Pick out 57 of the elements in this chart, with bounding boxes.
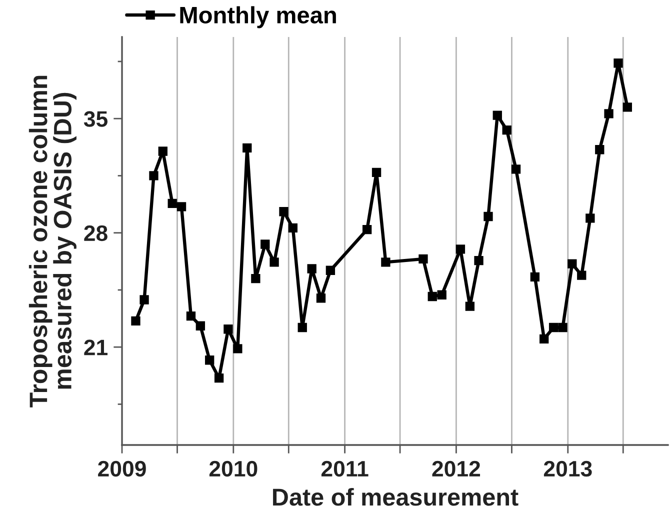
point — [502, 125, 512, 135]
x-tick-label: 2009 — [98, 460, 146, 477]
point — [168, 198, 177, 208]
point — [614, 58, 623, 68]
point — [418, 254, 428, 264]
point — [492, 110, 502, 120]
point — [196, 321, 206, 330]
point — [316, 294, 326, 303]
point — [233, 344, 242, 354]
point — [484, 212, 493, 222]
point — [577, 270, 586, 280]
point — [428, 292, 437, 302]
point — [298, 322, 307, 332]
y-axis-title: Tropospheric ozone column measured by OASIS (DU) — [28, 76, 76, 408]
x-tick-label: 2011 — [321, 460, 368, 477]
point — [326, 266, 336, 275]
point — [205, 356, 214, 365]
point — [307, 264, 316, 274]
legend-label: Monthly mean — [180, 6, 336, 28]
point — [558, 322, 568, 332]
point — [140, 295, 149, 304]
point — [465, 302, 475, 311]
point — [372, 168, 382, 178]
point — [548, 322, 558, 332]
point — [362, 224, 372, 234]
point — [214, 374, 224, 383]
point — [530, 272, 540, 282]
x-axis-title: Date of measurement — [273, 488, 518, 506]
point — [456, 244, 466, 254]
point — [176, 202, 186, 212]
point — [568, 259, 577, 268]
point — [270, 258, 279, 267]
point — [224, 324, 233, 334]
point — [474, 256, 484, 266]
point — [540, 334, 549, 344]
point — [437, 290, 446, 300]
point — [381, 258, 390, 267]
x-tick-label: 2013 — [544, 460, 592, 477]
x-tick-label: 2012 — [432, 460, 480, 477]
point — [511, 164, 521, 174]
point — [279, 207, 288, 216]
point — [251, 274, 260, 284]
point — [149, 171, 158, 180]
point — [622, 102, 632, 112]
y-tick-label: 35 — [84, 111, 108, 127]
y-tick-label: 28 — [84, 225, 108, 242]
point — [288, 223, 298, 233]
x-tick-label: 2010 — [209, 460, 258, 477]
point — [131, 316, 140, 326]
point — [586, 214, 595, 223]
point — [242, 143, 252, 153]
y-tick-label: 21 — [84, 340, 108, 356]
point — [186, 311, 196, 321]
point — [158, 146, 168, 156]
point — [604, 109, 614, 118]
point — [595, 145, 604, 154]
point — [260, 240, 270, 249]
